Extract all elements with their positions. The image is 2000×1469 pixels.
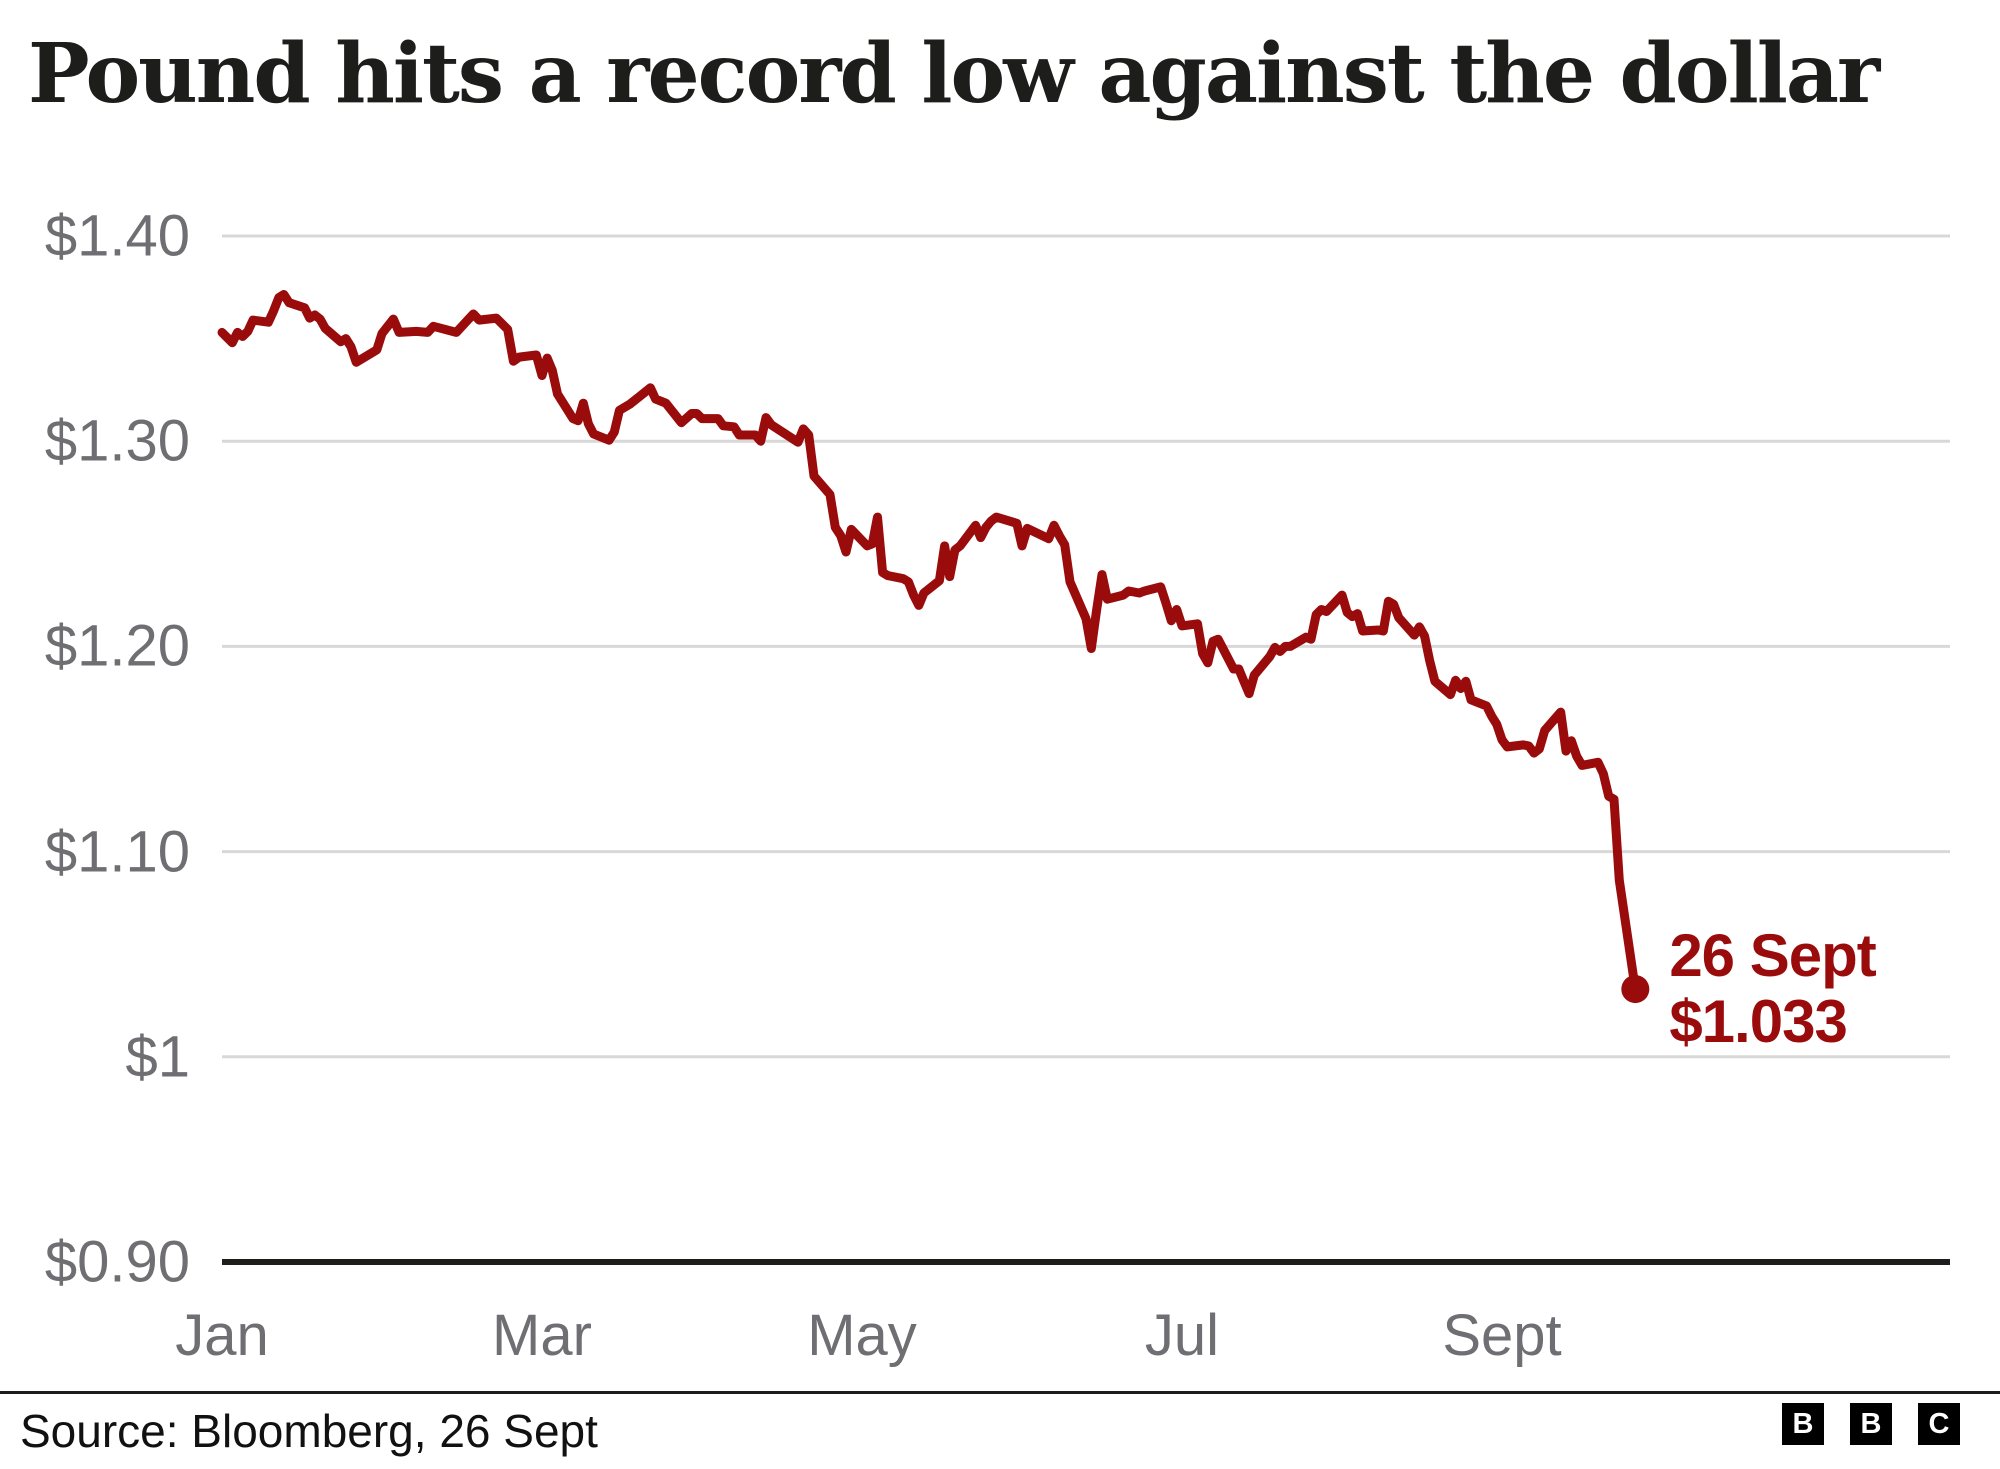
- y-tick-label-$0.90: $0.90: [44, 1229, 190, 1295]
- x-tick-label-Jul: Jul: [1144, 1303, 1220, 1368]
- source-attribution: Source: Bloomberg, 26 Sept: [20, 1405, 598, 1457]
- y-tick-label-$1.40: $1.40: [44, 203, 190, 269]
- gbpusd-line: [217, 290, 1640, 994]
- y-tick-label-$1.10: $1.10: [44, 819, 190, 885]
- y-tick-label-$1: $1: [125, 1024, 190, 1090]
- footer-divider: [0, 1391, 2000, 1394]
- series-end-dot: [1621, 975, 1650, 1004]
- y-tick-label-$1.20: $1.20: [44, 613, 190, 679]
- x-tick-label-Sept: Sept: [1442, 1303, 1562, 1368]
- bbc-logo-block-3: C: [1918, 1403, 1960, 1445]
- x-tick-label-Jan: Jan: [175, 1303, 269, 1368]
- page-title: Pound hits a record low against the doll…: [28, 26, 1880, 122]
- annotation-date: 26 Sept: [1669, 922, 1876, 990]
- x-tick-label-May: May: [807, 1303, 917, 1368]
- y-tick-label-$1.30: $1.30: [44, 408, 190, 474]
- endpoint-annotation: 26 Sept $1.033: [1669, 922, 1876, 1056]
- bbc-logo-block-2: B: [1850, 1403, 1892, 1445]
- annotation-value: $1.033: [1669, 988, 1848, 1056]
- x-tick-label-Mar: Mar: [492, 1303, 592, 1368]
- bbc-logo-block-1: B: [1782, 1403, 1824, 1445]
